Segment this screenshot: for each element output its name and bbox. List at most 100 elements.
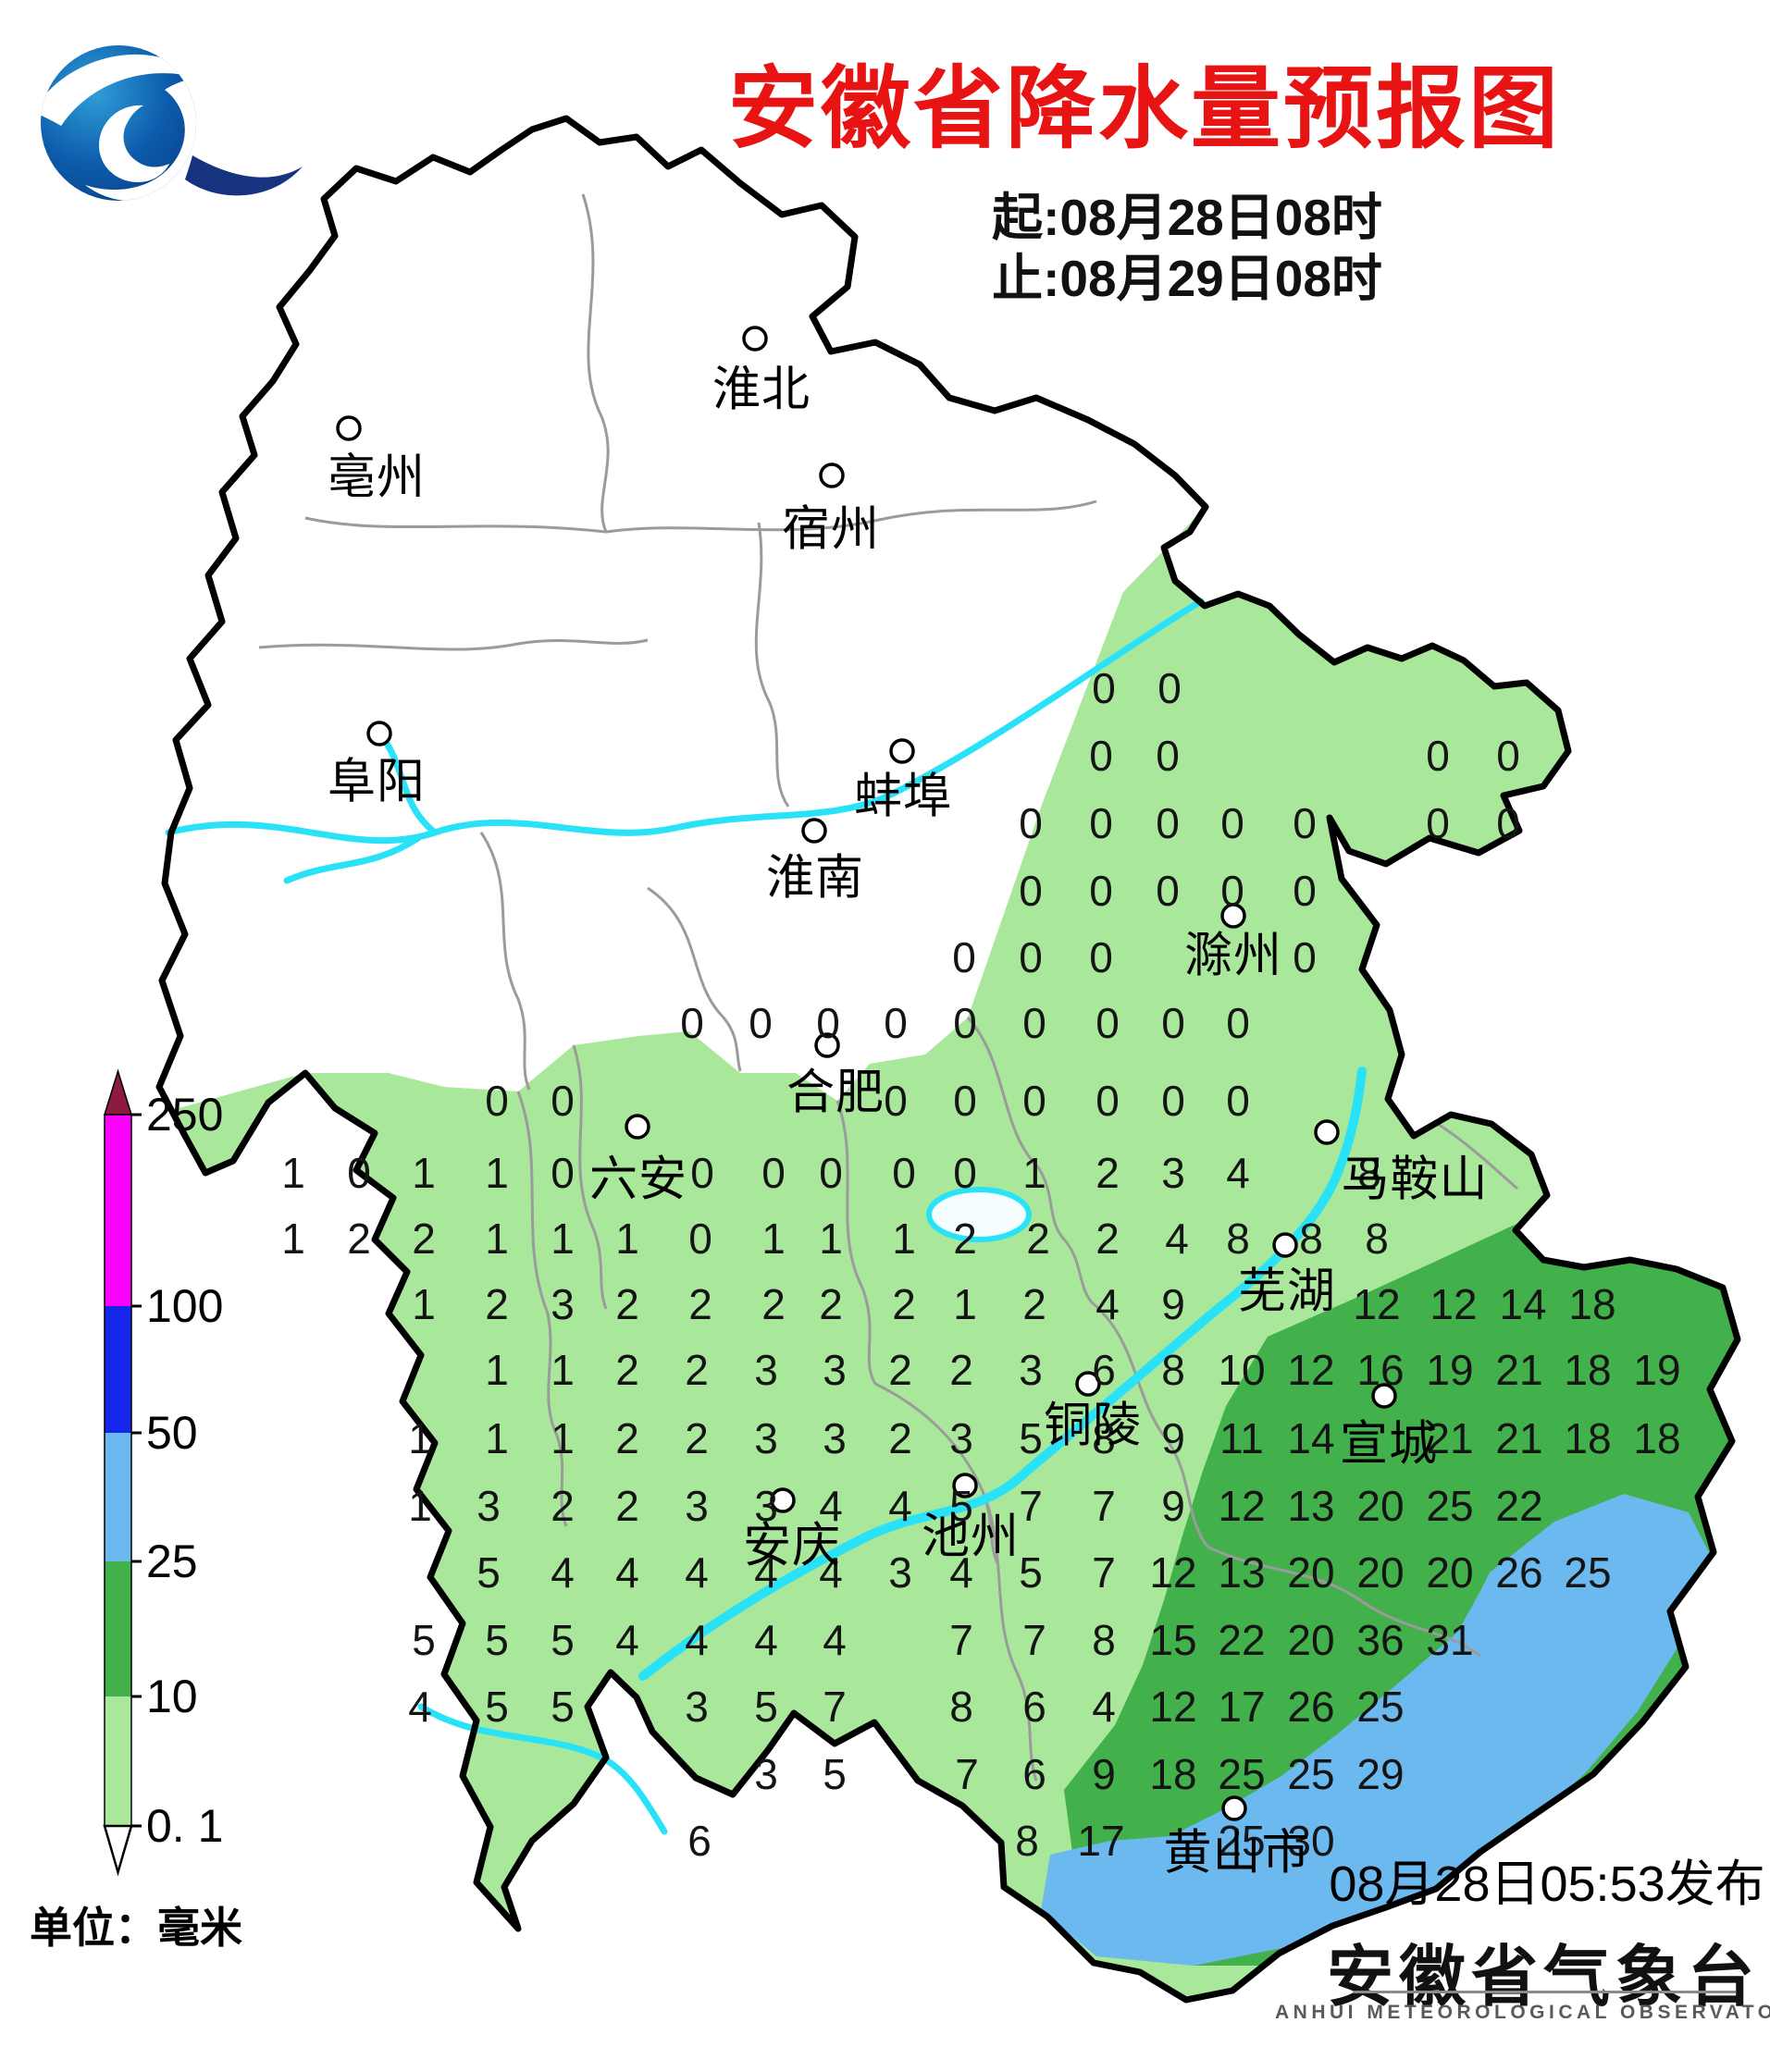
agency-name-en: ANHUI METEOROLOGICAL OBSERVATORY (1275, 2002, 1770, 2023)
precip-value: 12 (1149, 1683, 1197, 1731)
ying-river (378, 732, 439, 836)
precip-value: 0 (1019, 933, 1043, 981)
border-line (1091, 1301, 1209, 1548)
precip-value: 0 (1095, 1077, 1120, 1125)
precip-value: 1 (412, 1149, 436, 1197)
precip-value: 2 (1022, 1280, 1046, 1328)
precip-value: 26 (1495, 1548, 1543, 1597)
city-marker (1075, 1371, 1101, 1397)
precip-value: 0 (953, 1149, 977, 1197)
huai-river (165, 598, 1205, 845)
legend-label: 25 (146, 1536, 198, 1587)
precip-value: 0 (1161, 999, 1185, 1047)
precip-value: 1 (551, 1215, 575, 1263)
border-line (874, 1382, 999, 1564)
precip-value: 1 (485, 1346, 509, 1394)
legend-label: 0. 1 (146, 1800, 223, 1852)
precip-value: 0 (1293, 933, 1317, 981)
precip-value: 0 (1022, 1077, 1046, 1125)
precip-value: 3 (754, 1750, 778, 1798)
precip-value: 0 (680, 999, 704, 1047)
precip-value: 2 (819, 1280, 843, 1328)
precip-value: 0 (1089, 799, 1113, 847)
legend-unit-label: 单位：毫米 (30, 1904, 242, 1952)
precip-value: 25 (1218, 1817, 1266, 1865)
city-label: 宣城 (1339, 1417, 1439, 1472)
agency-name-cn: 安徽省气象台 (1326, 1941, 1761, 2015)
city-label: 池州 (921, 1510, 1021, 1564)
precip-value: 8 (949, 1683, 973, 1731)
precip-value: 3 (551, 1280, 575, 1328)
city-marker (814, 1032, 840, 1058)
precip-value: 2 (347, 1215, 371, 1263)
precip-value: 3 (754, 1482, 778, 1530)
precip-value: 20 (1356, 1482, 1405, 1530)
city-label: 马鞍山 (1341, 1153, 1489, 1207)
city-marker (1314, 1119, 1340, 1145)
precip-value: 0 (1089, 867, 1113, 915)
precip-value: 4 (888, 1482, 912, 1530)
legend-label: 10 (146, 1671, 198, 1722)
precip-value: 1 (412, 1280, 436, 1328)
precip-value: 0 (819, 1149, 843, 1197)
precip-value: 0 (1156, 799, 1180, 847)
precip-value: 18 (1564, 1414, 1612, 1462)
precip-value: 29 (1356, 1750, 1405, 1798)
city-label: 黄山市 (1163, 1826, 1311, 1881)
city-label: 芜湖 (1237, 1264, 1337, 1319)
precip-value: 26 (1287, 1683, 1335, 1731)
precip-value: 21 (1495, 1346, 1543, 1394)
precip-value: 3 (1161, 1149, 1185, 1197)
city-label: 阜阳 (327, 755, 427, 809)
precip-value: 2 (688, 1280, 712, 1328)
precip-value: 4 (685, 1548, 709, 1597)
border-line (754, 522, 790, 808)
precip-value: 0 (347, 1149, 371, 1197)
precip-value: 2 (1026, 1215, 1050, 1263)
precip-value: 18 (1568, 1280, 1616, 1328)
precip-value: 8 (1299, 1215, 1323, 1263)
precip-value: 2 (949, 1346, 973, 1394)
precip-value: 15 (1149, 1616, 1197, 1664)
rivers-layer (165, 598, 1367, 1835)
city-label: 滁州 (1183, 929, 1283, 983)
precip-value: 5 (823, 1750, 847, 1798)
precip-value: 0 (1226, 1077, 1250, 1125)
precip-value: 0 (1226, 999, 1250, 1047)
precip-value: 0 (551, 1149, 575, 1197)
precip-value: 8 (1365, 1215, 1389, 1263)
precip-value: 2 (953, 1215, 977, 1263)
precip-value: 2 (551, 1482, 575, 1530)
border-line (304, 500, 1097, 534)
issue-time-label: 08月28日05:53发布 (1329, 1856, 1765, 1912)
precip-value: 13 (1218, 1548, 1266, 1597)
precip-value: 6 (687, 1817, 712, 1865)
precip-value: 6 (1022, 1750, 1046, 1798)
precip-value: 22 (1218, 1616, 1266, 1664)
precip-value: 1 (408, 1414, 432, 1462)
city-label: 淮南 (765, 851, 865, 906)
precip-value: 12 (1353, 1280, 1401, 1328)
precip-value: 16 (1356, 1346, 1405, 1394)
sw-river (417, 1703, 668, 1835)
legend-segment (105, 1696, 131, 1826)
precip-value: 11 (1219, 1414, 1264, 1462)
precip-value: 2 (485, 1280, 509, 1328)
city-marker (1272, 1232, 1298, 1258)
precip-value: 0 (892, 1149, 916, 1197)
precip-value: 21 (1495, 1414, 1543, 1462)
legend-segment (105, 1115, 131, 1306)
precip-value: 1 (761, 1215, 786, 1263)
precip-value: 8 (1092, 1616, 1116, 1664)
city-label: 亳州 (327, 450, 427, 505)
precip-value: 0 (1019, 799, 1043, 847)
city-marker (1220, 903, 1246, 929)
precip-value: 0 (1022, 999, 1046, 1047)
precip-value: 0 (1019, 867, 1043, 915)
precip-value: 0 (884, 999, 908, 1047)
precip-value: 5 (754, 1683, 778, 1731)
precip-value: 7 (949, 1616, 973, 1664)
precip-value: 10 (1218, 1346, 1266, 1394)
valid-to-line: 止:08月29日08时 (992, 250, 1382, 307)
